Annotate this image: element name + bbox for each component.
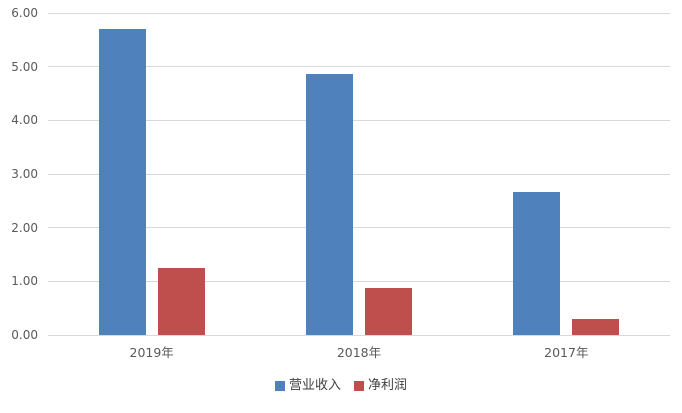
- x-axis-category-label: 2018年: [336, 345, 382, 360]
- bar-营业收入-2019年: [98, 29, 146, 335]
- gridline: [48, 280, 670, 282]
- x-axis-category-label: 2017年: [544, 345, 589, 360]
- legend-item: 营业收入: [274, 378, 341, 394]
- legend-swatch-icon: [274, 381, 285, 391]
- legend-swatch-icon: [354, 381, 364, 391]
- y-axis-tick-label: 3.00: [11, 167, 38, 181]
- y-axis-tick-label: 4.00: [11, 113, 38, 128]
- gridline: [48, 119, 670, 121]
- legend-series-label: 净利润: [368, 378, 408, 393]
- gridline: [48, 12, 670, 14]
- bar-营业收入-2018年: [306, 74, 353, 335]
- gridline: [48, 227, 670, 229]
- legend-series-label: 营业收入: [288, 378, 341, 393]
- x-axis-category-label: 2019年: [129, 345, 174, 360]
- legend: 营业收入 净利润: [0, 378, 682, 394]
- gridline: [48, 173, 670, 175]
- x-axis-line: [48, 334, 670, 336]
- bar-营业收入-2017年: [513, 191, 561, 335]
- bar-净利润-2017年: [572, 318, 620, 335]
- legend-item: 净利润: [354, 378, 407, 394]
- gridline: [48, 66, 670, 68]
- bar-净利润-2018年: [365, 287, 412, 335]
- y-axis-tick-label: 1.00: [11, 274, 38, 289]
- y-axis-tick-label: 6.00: [11, 6, 38, 20]
- y-axis-tick-label: 2.00: [11, 220, 38, 235]
- y-axis-tick-label: 5.00: [11, 59, 38, 74]
- y-axis-tick-label: 0.00: [11, 328, 38, 342]
- bar-净利润-2019年: [157, 267, 205, 335]
